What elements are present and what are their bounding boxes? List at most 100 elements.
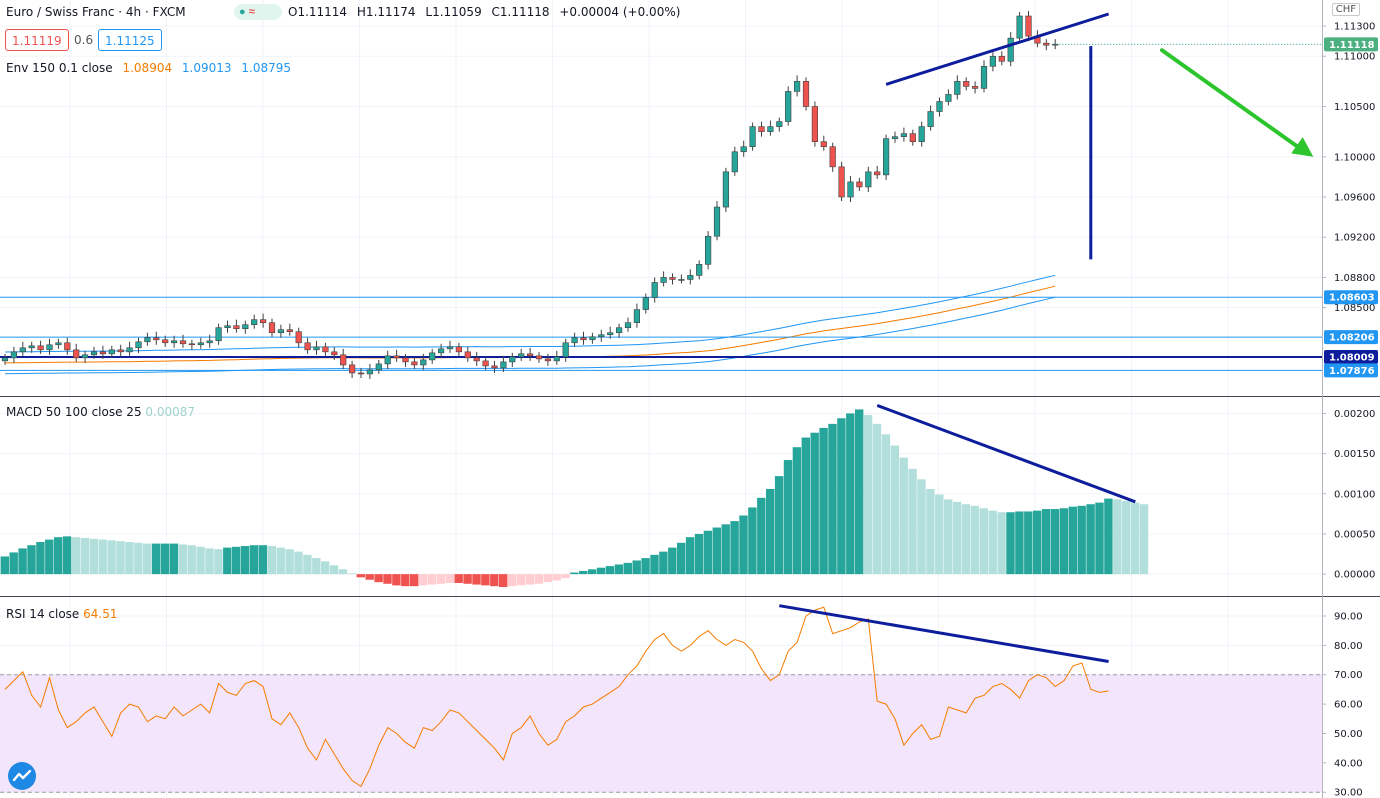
macd-histogram-bar[interactable] — [1050, 509, 1060, 575]
macd-histogram-bar[interactable] — [757, 497, 766, 575]
candle[interactable] — [989, 55, 996, 67]
macd-histogram-bar[interactable] — [694, 533, 704, 575]
candle[interactable] — [420, 359, 427, 366]
candle[interactable] — [90, 351, 98, 356]
macd-histogram-bar[interactable] — [481, 574, 490, 586]
candle[interactable] — [1007, 37, 1014, 62]
candle[interactable] — [1052, 43, 1059, 46]
macd-histogram-bar[interactable] — [863, 415, 873, 575]
candle[interactable] — [891, 136, 899, 139]
candle[interactable] — [473, 357, 480, 362]
candle[interactable] — [704, 235, 712, 265]
macd-histogram-bar[interactable] — [499, 574, 508, 587]
candle[interactable] — [722, 171, 729, 208]
macd-histogram-bar[interactable] — [588, 569, 597, 575]
trendline[interactable] — [779, 604, 1109, 663]
candle[interactable] — [651, 282, 658, 298]
macd-histogram-bar[interactable] — [988, 510, 997, 575]
candle[interactable] — [313, 346, 320, 351]
macd-histogram-bar[interactable] — [285, 549, 294, 575]
candle[interactable] — [126, 347, 133, 353]
macd-histogram-bar[interactable] — [223, 547, 232, 575]
candle[interactable] — [259, 319, 267, 323]
candle[interactable] — [571, 337, 578, 344]
macd-histogram-bar[interactable] — [970, 505, 980, 575]
candle[interactable] — [518, 353, 525, 358]
candle[interactable] — [28, 345, 35, 349]
candle[interactable] — [206, 340, 213, 344]
candle[interactable] — [286, 329, 293, 333]
macd-histogram-bar[interactable] — [605, 566, 615, 575]
candle[interactable] — [117, 349, 124, 353]
macd-histogram-bar[interactable] — [623, 562, 632, 575]
candle[interactable] — [455, 346, 463, 353]
macd-histogram-bar[interactable] — [703, 530, 713, 575]
candle[interactable] — [482, 360, 489, 367]
candle[interactable] — [856, 181, 863, 188]
macd-histogram-bar[interactable] — [685, 537, 695, 575]
macd-histogram-bar[interactable] — [516, 574, 526, 586]
macd-histogram-bar[interactable] — [490, 574, 499, 587]
candle[interactable] — [696, 264, 703, 276]
macd-histogram-bar[interactable] — [792, 447, 802, 575]
candle[interactable] — [642, 297, 649, 310]
macd-histogram-bar[interactable] — [294, 551, 303, 575]
macd-histogram-bar[interactable] — [979, 508, 988, 575]
macd-histogram-bar[interactable] — [36, 541, 45, 575]
macd-histogram-bar[interactable] — [507, 574, 517, 587]
candle[interactable] — [882, 138, 890, 176]
macd-histogram-bar[interactable] — [1104, 498, 1113, 575]
macd-histogram-bar[interactable] — [436, 574, 446, 584]
macd-histogram-bar[interactable] — [365, 574, 374, 580]
macd-histogram-bar[interactable] — [641, 558, 650, 575]
macd-histogram-bar[interactable] — [774, 476, 784, 575]
candle[interactable] — [678, 279, 685, 281]
macd-histogram-bar[interactable] — [338, 569, 348, 575]
macd-histogram-bar[interactable] — [134, 542, 143, 575]
candle[interactable] — [82, 354, 89, 359]
candle[interactable] — [402, 357, 409, 363]
macd-histogram-bar[interactable] — [917, 479, 926, 575]
macd-histogram-bar[interactable] — [890, 445, 899, 575]
macd-histogram-bar[interactable] — [27, 545, 36, 575]
macd-histogram-bar[interactable] — [267, 546, 276, 575]
candle[interactable] — [233, 325, 240, 330]
macd-histogram-bar[interactable] — [659, 551, 668, 575]
tradingview-logo-icon[interactable] — [8, 762, 36, 790]
candle[interactable] — [375, 363, 382, 371]
candle[interactable] — [1, 357, 9, 362]
macd-histogram-bar[interactable] — [1122, 501, 1131, 575]
macd-histogram-bar[interactable] — [712, 527, 721, 575]
candle[interactable] — [366, 369, 374, 375]
candle[interactable] — [615, 327, 623, 334]
candle[interactable] — [749, 126, 756, 148]
candle[interactable] — [37, 345, 44, 351]
candle[interactable] — [491, 365, 498, 369]
macd-histogram-bar[interactable] — [1095, 502, 1104, 575]
macd-histogram-bar[interactable] — [1041, 509, 1051, 575]
macd-histogram-bar[interactable] — [766, 488, 775, 575]
macd-histogram-bar[interactable] — [1086, 504, 1095, 575]
candle[interactable] — [295, 331, 302, 344]
candle[interactable] — [215, 327, 222, 342]
rsi-line[interactable] — [4, 606, 1109, 788]
macd-legend[interactable]: MACD 50 100 close 25 0.00087 — [6, 405, 195, 419]
macd-histogram-bar[interactable] — [1015, 511, 1024, 575]
candle[interactable] — [322, 346, 329, 353]
trendline[interactable] — [885, 12, 1110, 86]
candle[interactable] — [64, 342, 71, 351]
candle[interactable] — [900, 133, 907, 137]
macd-histogram-bar[interactable] — [570, 572, 579, 575]
macd-histogram-bar[interactable] — [116, 541, 125, 575]
macd-histogram-bar[interactable] — [214, 549, 223, 575]
candle[interactable] — [731, 151, 738, 173]
macd-histogram-bar[interactable] — [196, 546, 205, 575]
candle[interactable] — [411, 361, 418, 366]
macd-histogram-bar[interactable] — [748, 507, 757, 575]
macd-histogram-bar[interactable] — [837, 418, 846, 575]
macd-histogram-bar[interactable] — [926, 488, 935, 575]
macd-histogram-bar[interactable] — [98, 539, 107, 575]
macd-histogram-bar[interactable] — [1033, 510, 1042, 575]
macd-histogram-bar[interactable] — [1077, 505, 1086, 575]
macd-histogram-bar[interactable] — [45, 539, 54, 575]
